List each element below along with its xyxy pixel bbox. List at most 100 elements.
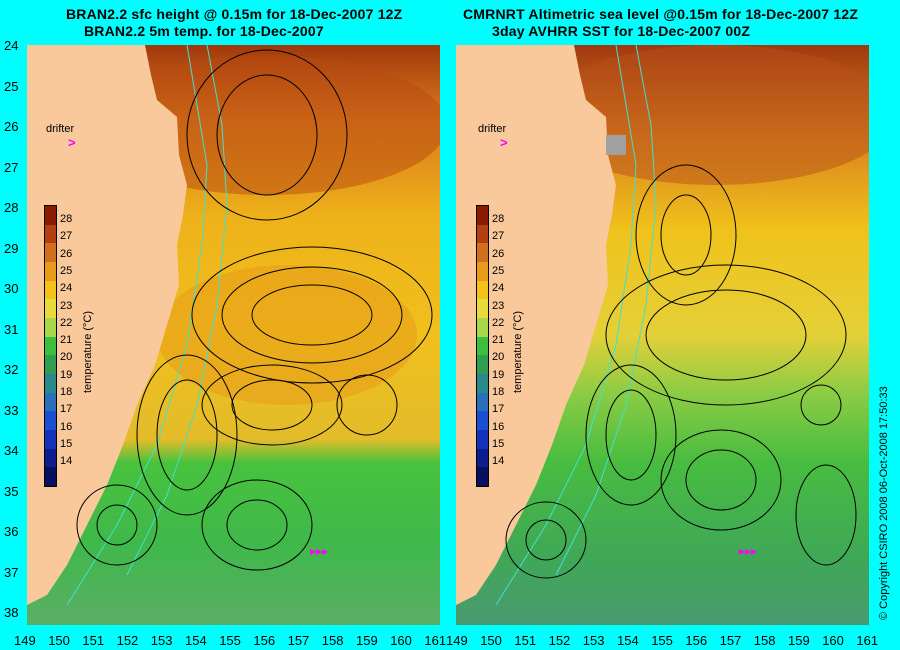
left-title-line1: BRAN2.2 sfc height @ 0.15m for 18-Dec-20… <box>66 6 403 22</box>
colorbar-swatch <box>477 448 488 468</box>
colorbar-tick-label: 14 <box>60 455 73 468</box>
latitude-label: 27 <box>4 159 19 175</box>
colorbar-tick-label: 25 <box>492 264 505 277</box>
latitude-label: 28 <box>4 200 19 215</box>
colorbar-tick-label: 23 <box>492 299 505 312</box>
longitude-label: 160 <box>822 633 844 648</box>
copyright-text: © Copyright CSIRO 2008 06-Oct-2008 17:50… <box>878 386 890 620</box>
longitude-label: 160 <box>390 633 412 648</box>
colorbar-swatch <box>45 206 56 225</box>
colorbar-tick-label: 22 <box>60 316 73 329</box>
latitude-label: 24 <box>4 38 19 53</box>
colorbar-swatch <box>45 448 56 468</box>
right-colorbar <box>476 205 489 487</box>
colorbar-tick-label: 20 <box>60 351 73 364</box>
latitude-label: 31 <box>4 321 19 337</box>
colorbar-swatch <box>477 392 488 412</box>
longitude-label: 154 <box>185 633 207 648</box>
colorbar-swatch <box>45 355 56 374</box>
colorbar-tick-label: 19 <box>60 368 73 381</box>
colorbar-tick-label: 25 <box>60 264 73 277</box>
colorbar-tick-label: 22 <box>492 316 505 329</box>
colorbar-swatch <box>477 280 488 300</box>
right-title-line1: CMRNRT Altimetric sea level @0.15m for 1… <box>463 6 859 22</box>
colorbar-swatch <box>45 318 56 337</box>
latitude-label: 32 <box>4 362 19 377</box>
colorbar-tick-label: 18 <box>60 386 73 398</box>
longitude-label: 150 <box>480 633 502 648</box>
colorbar-swatch <box>477 243 488 262</box>
colorbar-tick-label: 20 <box>492 351 505 364</box>
land <box>456 45 616 605</box>
colorbar-swatch <box>45 243 56 262</box>
longitude-label: 158 <box>321 633 344 648</box>
left-map-svg: ▸▸▸ <box>27 45 440 625</box>
colorbar-tick-label: 21 <box>492 334 505 347</box>
colorbar-tick-label: 18 <box>492 386 505 398</box>
colorbar-tick-label: 15 <box>492 437 505 450</box>
longitude-label: 150 <box>48 633 70 648</box>
longitude-label: 152 <box>116 633 139 648</box>
colorbar-swatch <box>477 262 488 281</box>
longitude-label: 156 <box>253 633 276 648</box>
colorbar-tick-label: 17 <box>492 403 505 416</box>
colorbar-tick-label: 15 <box>60 437 73 450</box>
colorbar-swatch <box>477 467 488 486</box>
left-drifter-marker: > <box>68 135 76 150</box>
latitude-label: 34 <box>4 443 19 458</box>
colorbar-swatch <box>45 430 56 449</box>
latitude-label: 36 <box>4 524 19 539</box>
bathymetry-lines <box>66 45 228 606</box>
left-colorbar-title: temperature (°C) <box>82 310 94 393</box>
drifter-track: ▸▸▸ <box>739 544 757 558</box>
longitude-label: 157 <box>287 633 310 648</box>
longitude-label: 155 <box>219 633 241 648</box>
colorbar-tick-label: 14 <box>492 455 505 468</box>
latitude-label: 26 <box>4 119 19 134</box>
colorbar-tick-label: 28 <box>492 213 505 225</box>
colorbar-tick-label: 23 <box>60 299 73 312</box>
longitude-label: 161 <box>856 633 879 648</box>
right-drifter-label: drifter <box>478 123 507 135</box>
right-map-svg: ▸▸▸ <box>456 45 869 625</box>
colorbar-swatch <box>45 467 56 486</box>
colorbar-tick-label: 26 <box>492 247 505 260</box>
colorbar-tick-label: 24 <box>60 282 73 295</box>
longitude-label: 149 <box>14 633 36 648</box>
right-drifter-marker: > <box>500 135 508 150</box>
colorbar-tick-label: 21 <box>60 334 73 347</box>
latitude-label: 33 <box>4 402 19 418</box>
colorbar-swatch <box>477 411 488 430</box>
longitude-label: 158 <box>753 633 776 648</box>
right-colorbar-title: temperature (°C) <box>512 310 524 393</box>
colorbar-swatch <box>45 224 56 244</box>
longitude-label: 161 <box>424 633 447 648</box>
latitude-label: 35 <box>4 483 19 499</box>
longitude-label: 157 <box>719 633 742 648</box>
bathymetry-lines <box>495 45 657 606</box>
land <box>27 45 187 605</box>
colorbar-tick-label: 19 <box>492 368 505 381</box>
colorbar-swatch <box>45 411 56 430</box>
colorbar-swatch <box>477 318 488 337</box>
colorbar-swatch <box>45 336 56 356</box>
warm-core <box>157 265 417 405</box>
cloud-patch <box>606 135 626 155</box>
colorbar-tick-label: 16 <box>60 420 73 433</box>
right-title-line2: 3day AVHRR SST for 18-Dec-2007 00Z <box>492 23 751 39</box>
longitude-label: 151 <box>82 633 105 648</box>
colorbar-tick-label: 27 <box>60 230 73 243</box>
colorbar-swatch <box>45 280 56 300</box>
colorbar-swatch <box>45 262 56 281</box>
colorbar-swatch <box>477 374 488 393</box>
latitude-label: 25 <box>4 78 19 94</box>
longitude-label: 149 <box>446 633 468 648</box>
sea-level-contours <box>505 164 857 579</box>
colorbar-swatch <box>45 374 56 393</box>
left-title-line2: BRAN2.2 5m temp. for 18-Dec-2007 <box>84 23 324 39</box>
colorbar-tick-label: 24 <box>492 282 505 295</box>
longitude-label: 159 <box>788 633 810 648</box>
latitude-label: 29 <box>4 240 19 256</box>
colorbar-swatch <box>45 392 56 412</box>
longitude-label: 153 <box>582 633 605 648</box>
